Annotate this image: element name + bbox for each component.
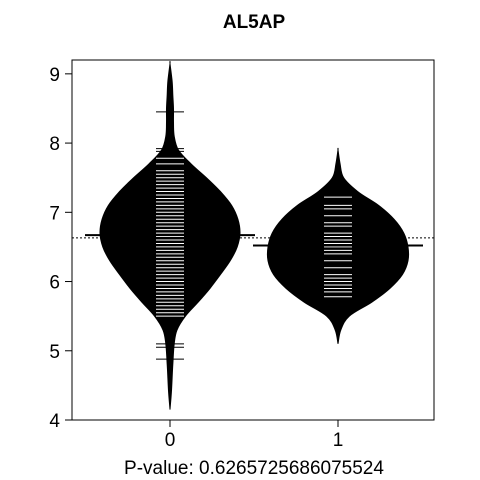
bean-1 [253, 147, 423, 344]
x-axis-label: P-value: 0.626572568607552​4 [124, 458, 384, 479]
y-tick-label: 5 [49, 342, 60, 363]
chart-title: AL5AP [223, 12, 286, 33]
y-tick-label: 9 [49, 65, 60, 86]
x-tick-label: 0 [165, 430, 176, 451]
y-tick-label: 4 [49, 411, 60, 432]
beans-layer [72, 60, 434, 410]
y-tick-label: 7 [49, 203, 60, 224]
bean-0 [85, 60, 255, 410]
y-tick-label: 8 [49, 134, 60, 155]
y-tick-label: 6 [49, 273, 60, 294]
y-axis: 4 5 6 7 8 9 [49, 65, 73, 432]
x-tick-label: 1 [333, 430, 344, 451]
